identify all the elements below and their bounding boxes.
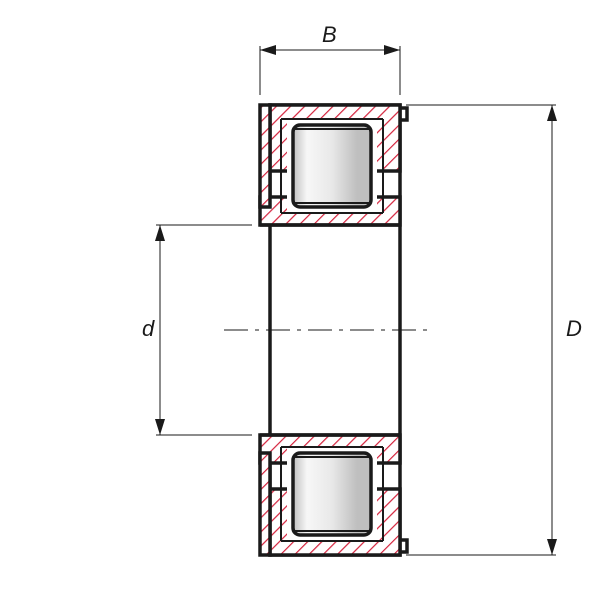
dim-label-D: D [566,316,582,341]
dim-label-d: d [142,316,155,341]
dim-label-B: B [322,22,337,47]
roller-top [281,119,383,213]
rib-bottom [260,453,270,555]
bearing-section-diagram: Bd D [0,0,600,600]
rib-top [260,105,270,207]
roller-bottom [281,447,383,541]
